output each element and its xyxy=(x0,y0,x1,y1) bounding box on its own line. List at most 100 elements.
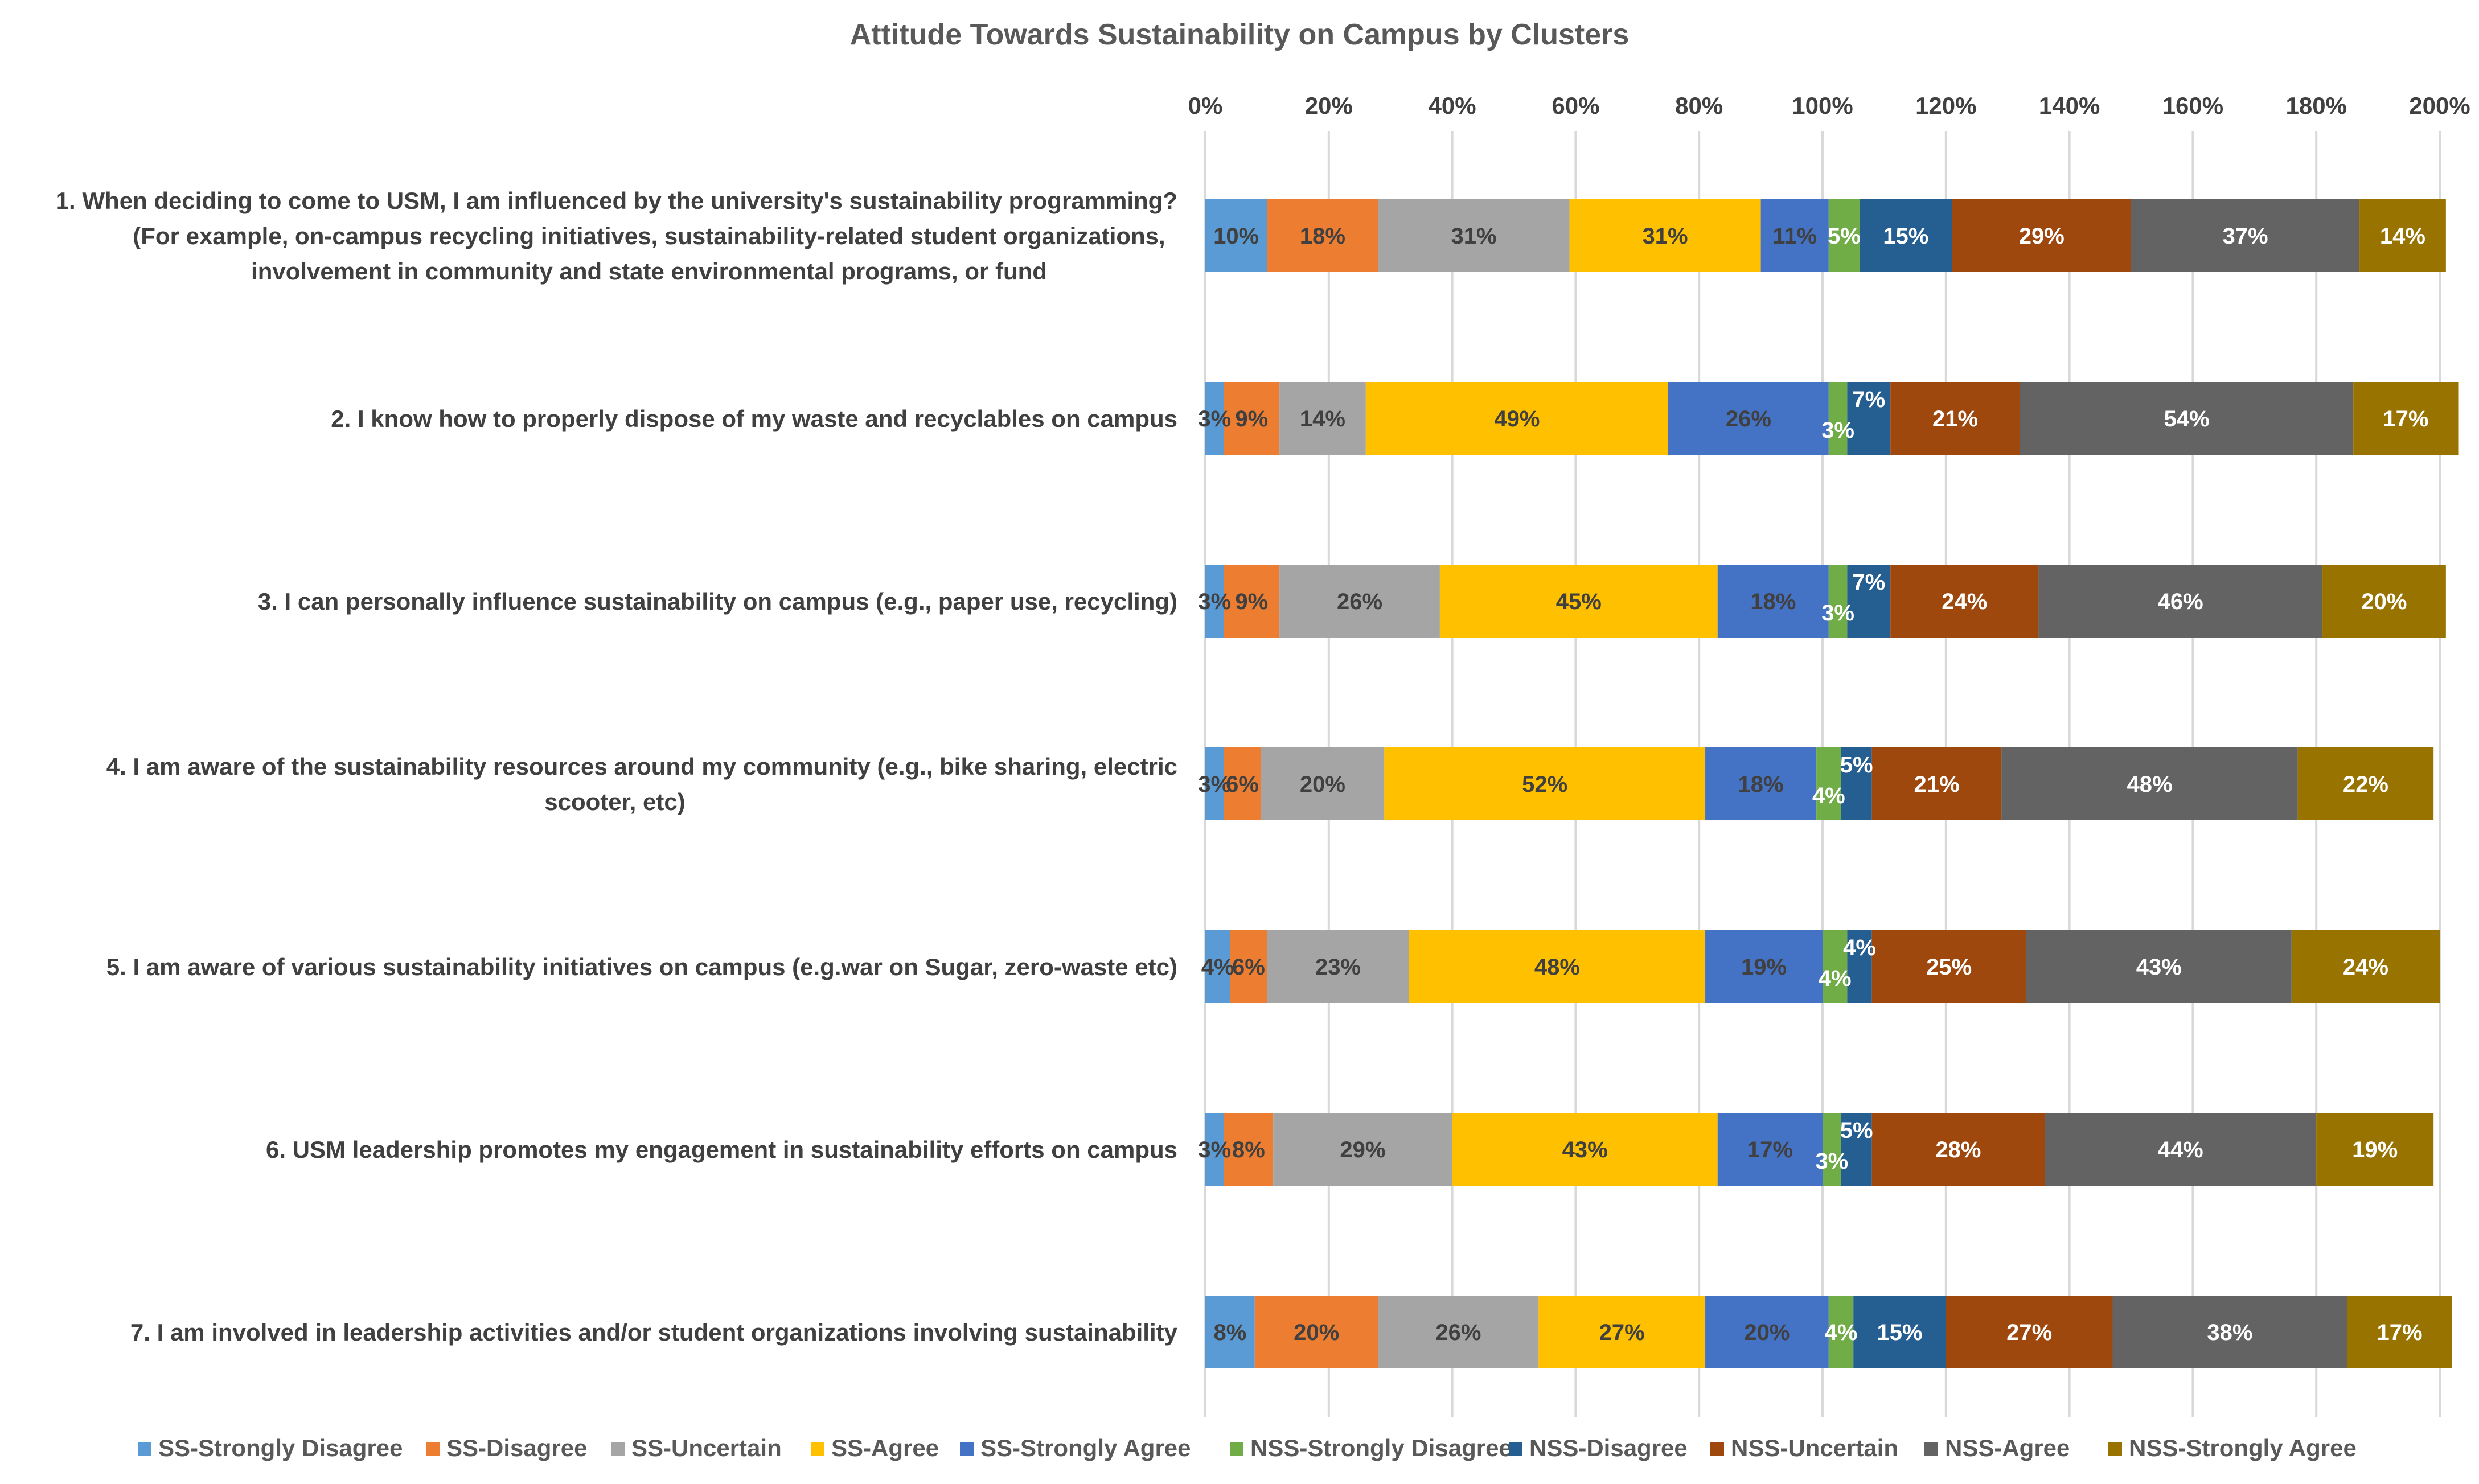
legend-label: NSS-Strongly Agree xyxy=(2129,1434,2357,1461)
bar-segment xyxy=(1378,1296,1539,1368)
data-label: 5% xyxy=(1840,1118,1873,1143)
data-label: 4% xyxy=(1825,1320,1858,1345)
bar-segment xyxy=(1279,565,1440,638)
data-label: 9% xyxy=(1235,406,1268,431)
data-label: 48% xyxy=(1534,955,1580,980)
data-label: 20% xyxy=(1300,772,1345,797)
data-label: 4% xyxy=(1201,955,1234,980)
bar-segment xyxy=(1816,747,1841,820)
bar-segment xyxy=(1205,747,1224,820)
x-tick-label: 40% xyxy=(1429,92,1476,119)
bar-segment xyxy=(1717,565,1829,638)
bar-segment xyxy=(1847,382,1891,455)
data-label: 24% xyxy=(1942,589,1987,614)
legend-swatch xyxy=(138,1442,151,1456)
x-tick-label: 140% xyxy=(2039,92,2100,119)
bar-segment xyxy=(1841,1113,1872,1186)
bar-segment xyxy=(2001,747,2298,820)
bar-segment xyxy=(1823,930,1848,1003)
x-tick-label: 20% xyxy=(1305,92,1353,119)
bar-segment xyxy=(2026,930,2292,1003)
data-label: 29% xyxy=(1340,1137,1385,1162)
bar-segment xyxy=(1952,199,2131,272)
bar-segment xyxy=(1847,565,1891,638)
legend-swatch xyxy=(1710,1442,1724,1456)
bars xyxy=(1205,199,2459,1368)
data-label: 4% xyxy=(1843,935,1876,960)
bar-segment xyxy=(1717,1113,1823,1186)
bar-segment xyxy=(1538,1296,1706,1368)
bar-segment xyxy=(1705,1296,1829,1368)
legend-swatch xyxy=(811,1442,824,1456)
bar-segment xyxy=(1224,747,1261,820)
bar-segment xyxy=(1365,382,1668,455)
data-label: 4% xyxy=(1812,783,1845,808)
x-tick-label: 200% xyxy=(2409,92,2470,119)
bar-segment xyxy=(1205,1296,1255,1368)
bar-segment xyxy=(1439,565,1718,638)
bar-segment xyxy=(2353,382,2459,455)
bar-segment xyxy=(2112,1296,2347,1368)
x-tick-label: 80% xyxy=(1675,92,1723,119)
data-label: 8% xyxy=(1232,1137,1265,1162)
bar-segment xyxy=(1828,565,1848,638)
legend-swatch xyxy=(1924,1442,1938,1456)
data-label: 5% xyxy=(1828,224,1861,249)
data-label: 38% xyxy=(2207,1320,2252,1345)
data-label: 19% xyxy=(2352,1137,2398,1162)
data-label: 3% xyxy=(1198,589,1231,614)
bar-segment xyxy=(1841,747,1872,820)
data-label: 26% xyxy=(1337,589,1382,614)
bar-segment xyxy=(1871,747,2002,820)
bar-segment xyxy=(1205,199,1267,272)
bar-segment xyxy=(1273,1113,1452,1186)
legend-label: SS-Strongly Agree xyxy=(980,1434,1191,1461)
bar-segment xyxy=(1847,930,1872,1003)
data-label: 18% xyxy=(1738,772,1784,797)
bar-segment xyxy=(2297,747,2434,820)
data-label: 3% xyxy=(1198,1137,1231,1162)
bar-segment xyxy=(1946,1296,2113,1368)
legend-label: NSS-Agree xyxy=(1945,1434,2070,1461)
x-tick-label: 0% xyxy=(1188,92,1223,119)
legend-label: SS-Disagree xyxy=(446,1434,587,1461)
bar-segment xyxy=(1853,1296,1946,1368)
bar-segment xyxy=(1828,382,1848,455)
data-label: 17% xyxy=(2377,1320,2423,1345)
data-label: 6% xyxy=(1232,955,1265,980)
data-label: 21% xyxy=(1932,406,1978,431)
data-label: 15% xyxy=(1877,1320,1922,1345)
data-label: 29% xyxy=(2019,224,2065,249)
data-label: 11% xyxy=(1772,224,1817,249)
legend-label: NSS-Uncertain xyxy=(1731,1434,1898,1461)
data-label: 15% xyxy=(1883,224,1928,249)
bar-segment xyxy=(1224,565,1280,638)
x-tick-label: 160% xyxy=(2162,92,2223,119)
bar-segment xyxy=(2359,199,2446,272)
bar-segment xyxy=(1267,930,1409,1003)
question-label: 5. I am aware of various sustainability … xyxy=(106,953,1177,980)
data-label: 20% xyxy=(1744,1320,1790,1345)
data-label: 5% xyxy=(1840,753,1873,778)
bar-segment xyxy=(1279,382,1366,455)
data-label: 49% xyxy=(1494,406,1540,431)
data-label: 3% xyxy=(1198,406,1231,431)
data-label: 7% xyxy=(1852,570,1885,595)
data-label: 3% xyxy=(1198,772,1231,797)
legend-label: SS-Agree xyxy=(831,1434,939,1461)
bar-segment xyxy=(1261,747,1385,820)
bar-segment xyxy=(2291,930,2440,1003)
data-label: 43% xyxy=(2136,955,2182,980)
question-label: 6. USM leadership promotes my engagement… xyxy=(266,1136,1177,1163)
data-label: 27% xyxy=(1599,1320,1645,1345)
data-label: 23% xyxy=(1315,955,1361,980)
legend-swatch xyxy=(426,1442,440,1456)
bar-segment xyxy=(1705,930,1823,1003)
legend-swatch xyxy=(1230,1442,1243,1456)
bar-segment xyxy=(2316,1113,2434,1186)
data-label: 3% xyxy=(1821,418,1854,443)
data-label: 9% xyxy=(1235,589,1268,614)
bar-segment xyxy=(1452,1113,1718,1186)
bar-segment xyxy=(1378,199,1570,272)
question-label: 4. I am aware of the sustainability reso… xyxy=(106,753,1177,780)
